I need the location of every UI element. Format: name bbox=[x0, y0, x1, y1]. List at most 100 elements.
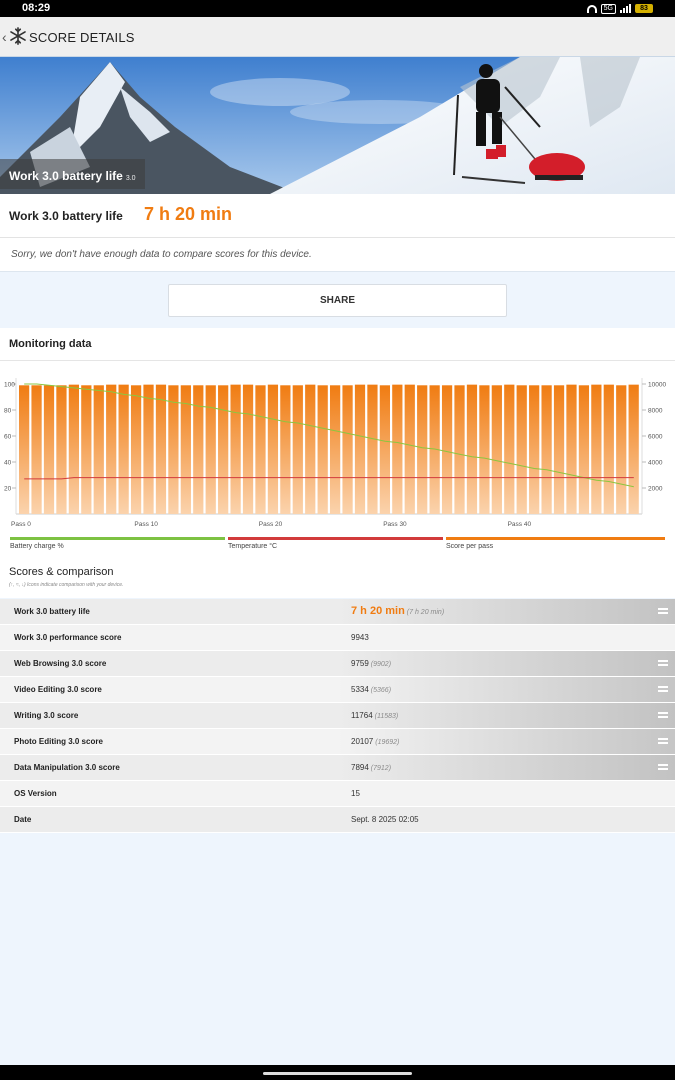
navigation-bar bbox=[0, 1065, 675, 1080]
row-value-text: 5334 bbox=[351, 685, 369, 694]
share-button[interactable]: SHARE bbox=[168, 284, 507, 317]
x-tick-label: Pass 0 bbox=[11, 521, 31, 528]
table-row[interactable]: Web Browsing 3.0 score 9759 (9902) bbox=[0, 651, 675, 677]
scores-table: Work 3.0 battery life 7 h 20 min (7 h 20 … bbox=[0, 599, 675, 833]
table-row[interactable]: Date Sept. 8 2025 02:05 bbox=[0, 807, 675, 833]
left-tick-label: 80 bbox=[4, 408, 12, 415]
row-label: Work 3.0 battery life bbox=[14, 607, 90, 616]
score-bar bbox=[417, 385, 428, 514]
row-value-text: 20107 bbox=[351, 737, 374, 746]
table-row[interactable]: Work 3.0 battery life 7 h 20 min (7 h 20 … bbox=[0, 599, 675, 625]
status-time: 08:29 bbox=[22, 2, 51, 14]
equal-icon bbox=[658, 712, 668, 718]
score-bar bbox=[504, 384, 515, 514]
app-header: ‹ SCORE DETAILS bbox=[0, 17, 675, 57]
right-tick-label: 4000 bbox=[648, 460, 663, 467]
row-value: 15 bbox=[351, 789, 360, 798]
score-bar bbox=[367, 384, 378, 514]
back-chevron-icon[interactable]: ‹ bbox=[2, 29, 7, 45]
equal-icon bbox=[658, 764, 668, 770]
score-bar bbox=[317, 385, 328, 514]
status-bar: 08:29 5G 83 bbox=[0, 0, 675, 17]
score-bar bbox=[255, 385, 266, 514]
table-row[interactable]: OS Version 15 bbox=[0, 781, 675, 807]
row-label: Data Manipulation 3.0 score bbox=[14, 763, 120, 772]
row-compare: (9902) bbox=[370, 661, 392, 668]
score-bar bbox=[19, 385, 30, 514]
row-value-text: 7 h 20 min bbox=[351, 605, 405, 617]
x-tick-label: Pass 40 bbox=[508, 521, 532, 528]
equal-icon bbox=[658, 608, 668, 614]
row-value-cell: 7 h 20 min (7 h 20 min) bbox=[338, 599, 675, 624]
hero-label-version: 3.0 bbox=[125, 175, 136, 182]
row-label: Photo Editing 3.0 score bbox=[14, 737, 103, 746]
row-value-text: Sept. 8 2025 02:05 bbox=[351, 815, 419, 824]
score-bar bbox=[591, 384, 602, 514]
score-bar bbox=[441, 385, 453, 514]
row-value-cell: 11764 (11583) bbox=[338, 703, 675, 728]
score-bar bbox=[404, 384, 415, 514]
wifi-icon bbox=[586, 4, 597, 13]
score-bar bbox=[267, 384, 279, 514]
score-bar bbox=[529, 385, 540, 514]
monitoring-title: Monitoring data bbox=[9, 338, 92, 350]
score-bar bbox=[130, 385, 142, 514]
legend-score-label: Score per pass bbox=[446, 543, 494, 550]
score-bar bbox=[454, 385, 465, 514]
row-compare: (19692) bbox=[375, 739, 400, 746]
table-row[interactable]: Work 3.0 performance score 9943 bbox=[0, 625, 675, 651]
x-tick-label: Pass 20 bbox=[259, 521, 283, 528]
score-bar bbox=[56, 385, 67, 514]
score-bar bbox=[242, 384, 254, 514]
right-tick-label: 6000 bbox=[648, 434, 663, 441]
comparison-notice: Sorry, we don't have enough data to comp… bbox=[0, 238, 675, 272]
score-bar bbox=[553, 385, 565, 514]
score-bar bbox=[566, 384, 577, 514]
row-value-cell: Sept. 8 2025 02:05 bbox=[338, 807, 675, 832]
score-bar bbox=[616, 385, 627, 514]
row-value-cell: 15 bbox=[338, 781, 675, 806]
score-bar bbox=[479, 385, 490, 514]
result-name: Work 3.0 battery life bbox=[9, 209, 123, 223]
equal-icon bbox=[658, 738, 668, 744]
divider bbox=[0, 360, 675, 361]
row-value-text: 11764 bbox=[351, 711, 373, 720]
legend-battery: Battery charge % bbox=[10, 537, 225, 551]
table-row[interactable]: Video Editing 3.0 score 5334 (5366) bbox=[0, 677, 675, 703]
score-bar bbox=[379, 385, 390, 514]
table-row[interactable]: Photo Editing 3.0 score 20107 (19692) bbox=[0, 729, 675, 755]
left-tick-label: 20 bbox=[4, 486, 12, 493]
notice-text: Sorry, we don't have enough data to comp… bbox=[11, 249, 312, 260]
status-icons: 5G 83 bbox=[586, 3, 653, 14]
scores-title: Scores & comparison bbox=[9, 566, 114, 578]
score-bar bbox=[392, 384, 403, 514]
right-tick-label: 8000 bbox=[648, 408, 663, 415]
row-value: 20107 (19692) bbox=[351, 737, 399, 746]
legend-temperature: Temperature °C bbox=[228, 537, 443, 551]
score-bar bbox=[330, 385, 341, 514]
score-bar bbox=[466, 384, 478, 514]
row-compare: (7 h 20 min) bbox=[406, 609, 445, 616]
left-tick-label: 100 bbox=[4, 382, 15, 389]
row-label: Work 3.0 performance score bbox=[14, 633, 122, 642]
home-gesture-handle[interactable] bbox=[263, 1072, 412, 1075]
equal-icon bbox=[658, 686, 668, 692]
score-bar bbox=[106, 384, 117, 514]
score-bar bbox=[81, 385, 92, 514]
row-label: OS Version bbox=[14, 789, 57, 798]
x-tick-label: Pass 30 bbox=[383, 521, 407, 528]
score-bar bbox=[280, 385, 291, 514]
table-row[interactable]: Writing 3.0 score 11764 (11583) bbox=[0, 703, 675, 729]
score-bar bbox=[43, 385, 55, 514]
score-bar bbox=[541, 385, 552, 514]
row-compare: (11583) bbox=[374, 713, 399, 720]
row-value-text: 7894 bbox=[351, 763, 369, 772]
legend-score: Score per pass bbox=[446, 537, 665, 551]
row-value-cell: 7894 (7912) bbox=[338, 755, 675, 780]
row-compare: (7912) bbox=[370, 765, 392, 772]
score-bar bbox=[491, 385, 502, 514]
row-value-cell: 5334 (5366) bbox=[338, 677, 675, 702]
signal-icon bbox=[620, 4, 631, 13]
row-value-text: 15 bbox=[351, 789, 360, 798]
table-row[interactable]: Data Manipulation 3.0 score 7894 (7912) bbox=[0, 755, 675, 781]
